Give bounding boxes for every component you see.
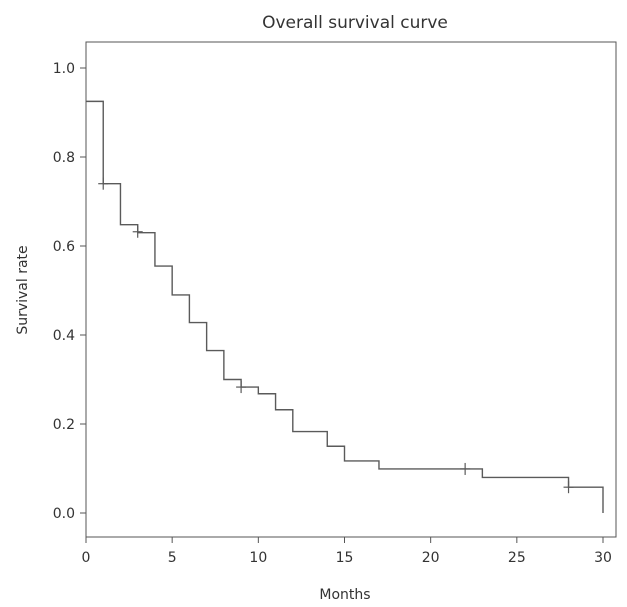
y-axis: 0.0 0.2 0.4 0.6 0.8 1.0 xyxy=(53,61,86,522)
y-tick-label: 0.8 xyxy=(53,150,75,166)
y-tick-label: 0.4 xyxy=(53,328,75,344)
y-tick-label: 0.6 xyxy=(53,239,75,255)
y-tick-label: 0.0 xyxy=(53,506,75,522)
x-tick-label: 25 xyxy=(508,550,526,566)
survival-step-line xyxy=(86,100,604,513)
y-tick-label: 1.0 xyxy=(53,61,75,77)
x-tick-label: 20 xyxy=(422,550,440,566)
x-axis: 0 5 10 15 20 25 30 xyxy=(82,537,612,566)
y-axis-title: Survival rate xyxy=(15,245,31,334)
x-tick-label: 5 xyxy=(168,550,177,566)
survival-curve-layer xyxy=(86,100,604,513)
plot-frame xyxy=(85,41,617,538)
plot-border xyxy=(85,41,617,538)
y-tick-label: 0.2 xyxy=(53,417,75,433)
x-tick-label: 0 xyxy=(82,550,91,566)
x-tick-label: 10 xyxy=(249,550,267,566)
x-tick-label: 30 xyxy=(594,550,612,566)
chart-title: Overall survival curve xyxy=(262,13,448,33)
x-axis-title: Months xyxy=(319,587,370,603)
censor-marks-layer xyxy=(98,177,574,494)
x-tick-label: 15 xyxy=(336,550,354,566)
